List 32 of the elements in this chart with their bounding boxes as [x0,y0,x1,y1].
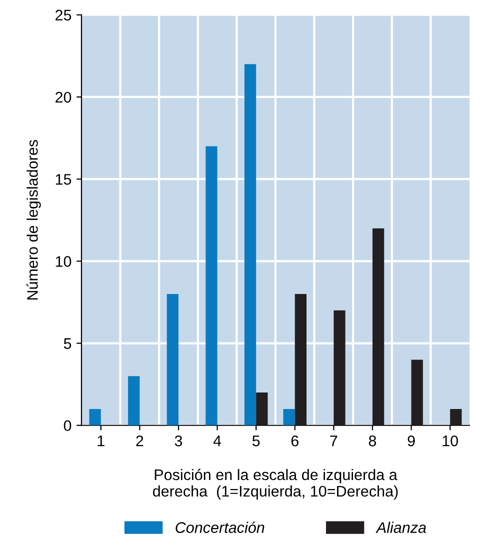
bar [294,294,307,426]
y-tick-label: 15 [56,174,72,185]
y-tick-label: 25 [56,10,72,21]
legend-label: Alianza [376,522,426,533]
bar [89,408,101,426]
x-tick-label: 10 [442,436,458,446]
bar [283,408,295,426]
y-tick-label: 0 [64,420,72,432]
x-tick-label: 1 [98,436,104,446]
x-tick-label: 2 [136,436,144,446]
bar [372,228,384,426]
x-axis-title: Posición en la escala de izquierda a derecha (1=Izquierda, 10=Derecha) [152,468,398,500]
x-tick-label: 6 [291,436,298,446]
y-tick-label: 20 [56,92,72,103]
bar [166,294,178,426]
bar [411,360,423,426]
y-tick-label: 10 [56,256,72,267]
bar [256,392,268,426]
x-tick-label: 3 [174,436,182,446]
x-tick-label: 4 [213,436,222,446]
bar [244,64,256,426]
bar [206,146,218,426]
y-axis-title: Número de legisladores [26,140,41,300]
x-tick-label: 8 [368,436,376,446]
x-tick-label: 9 [408,436,415,446]
legend-label: Concertación [176,522,264,533]
x-tick-label: 7 [330,436,338,446]
bar [128,376,140,426]
x-tick-label: 5 [252,436,260,446]
y-tick-label: 5 [64,338,72,349]
bar [334,310,346,426]
bar [450,408,462,426]
